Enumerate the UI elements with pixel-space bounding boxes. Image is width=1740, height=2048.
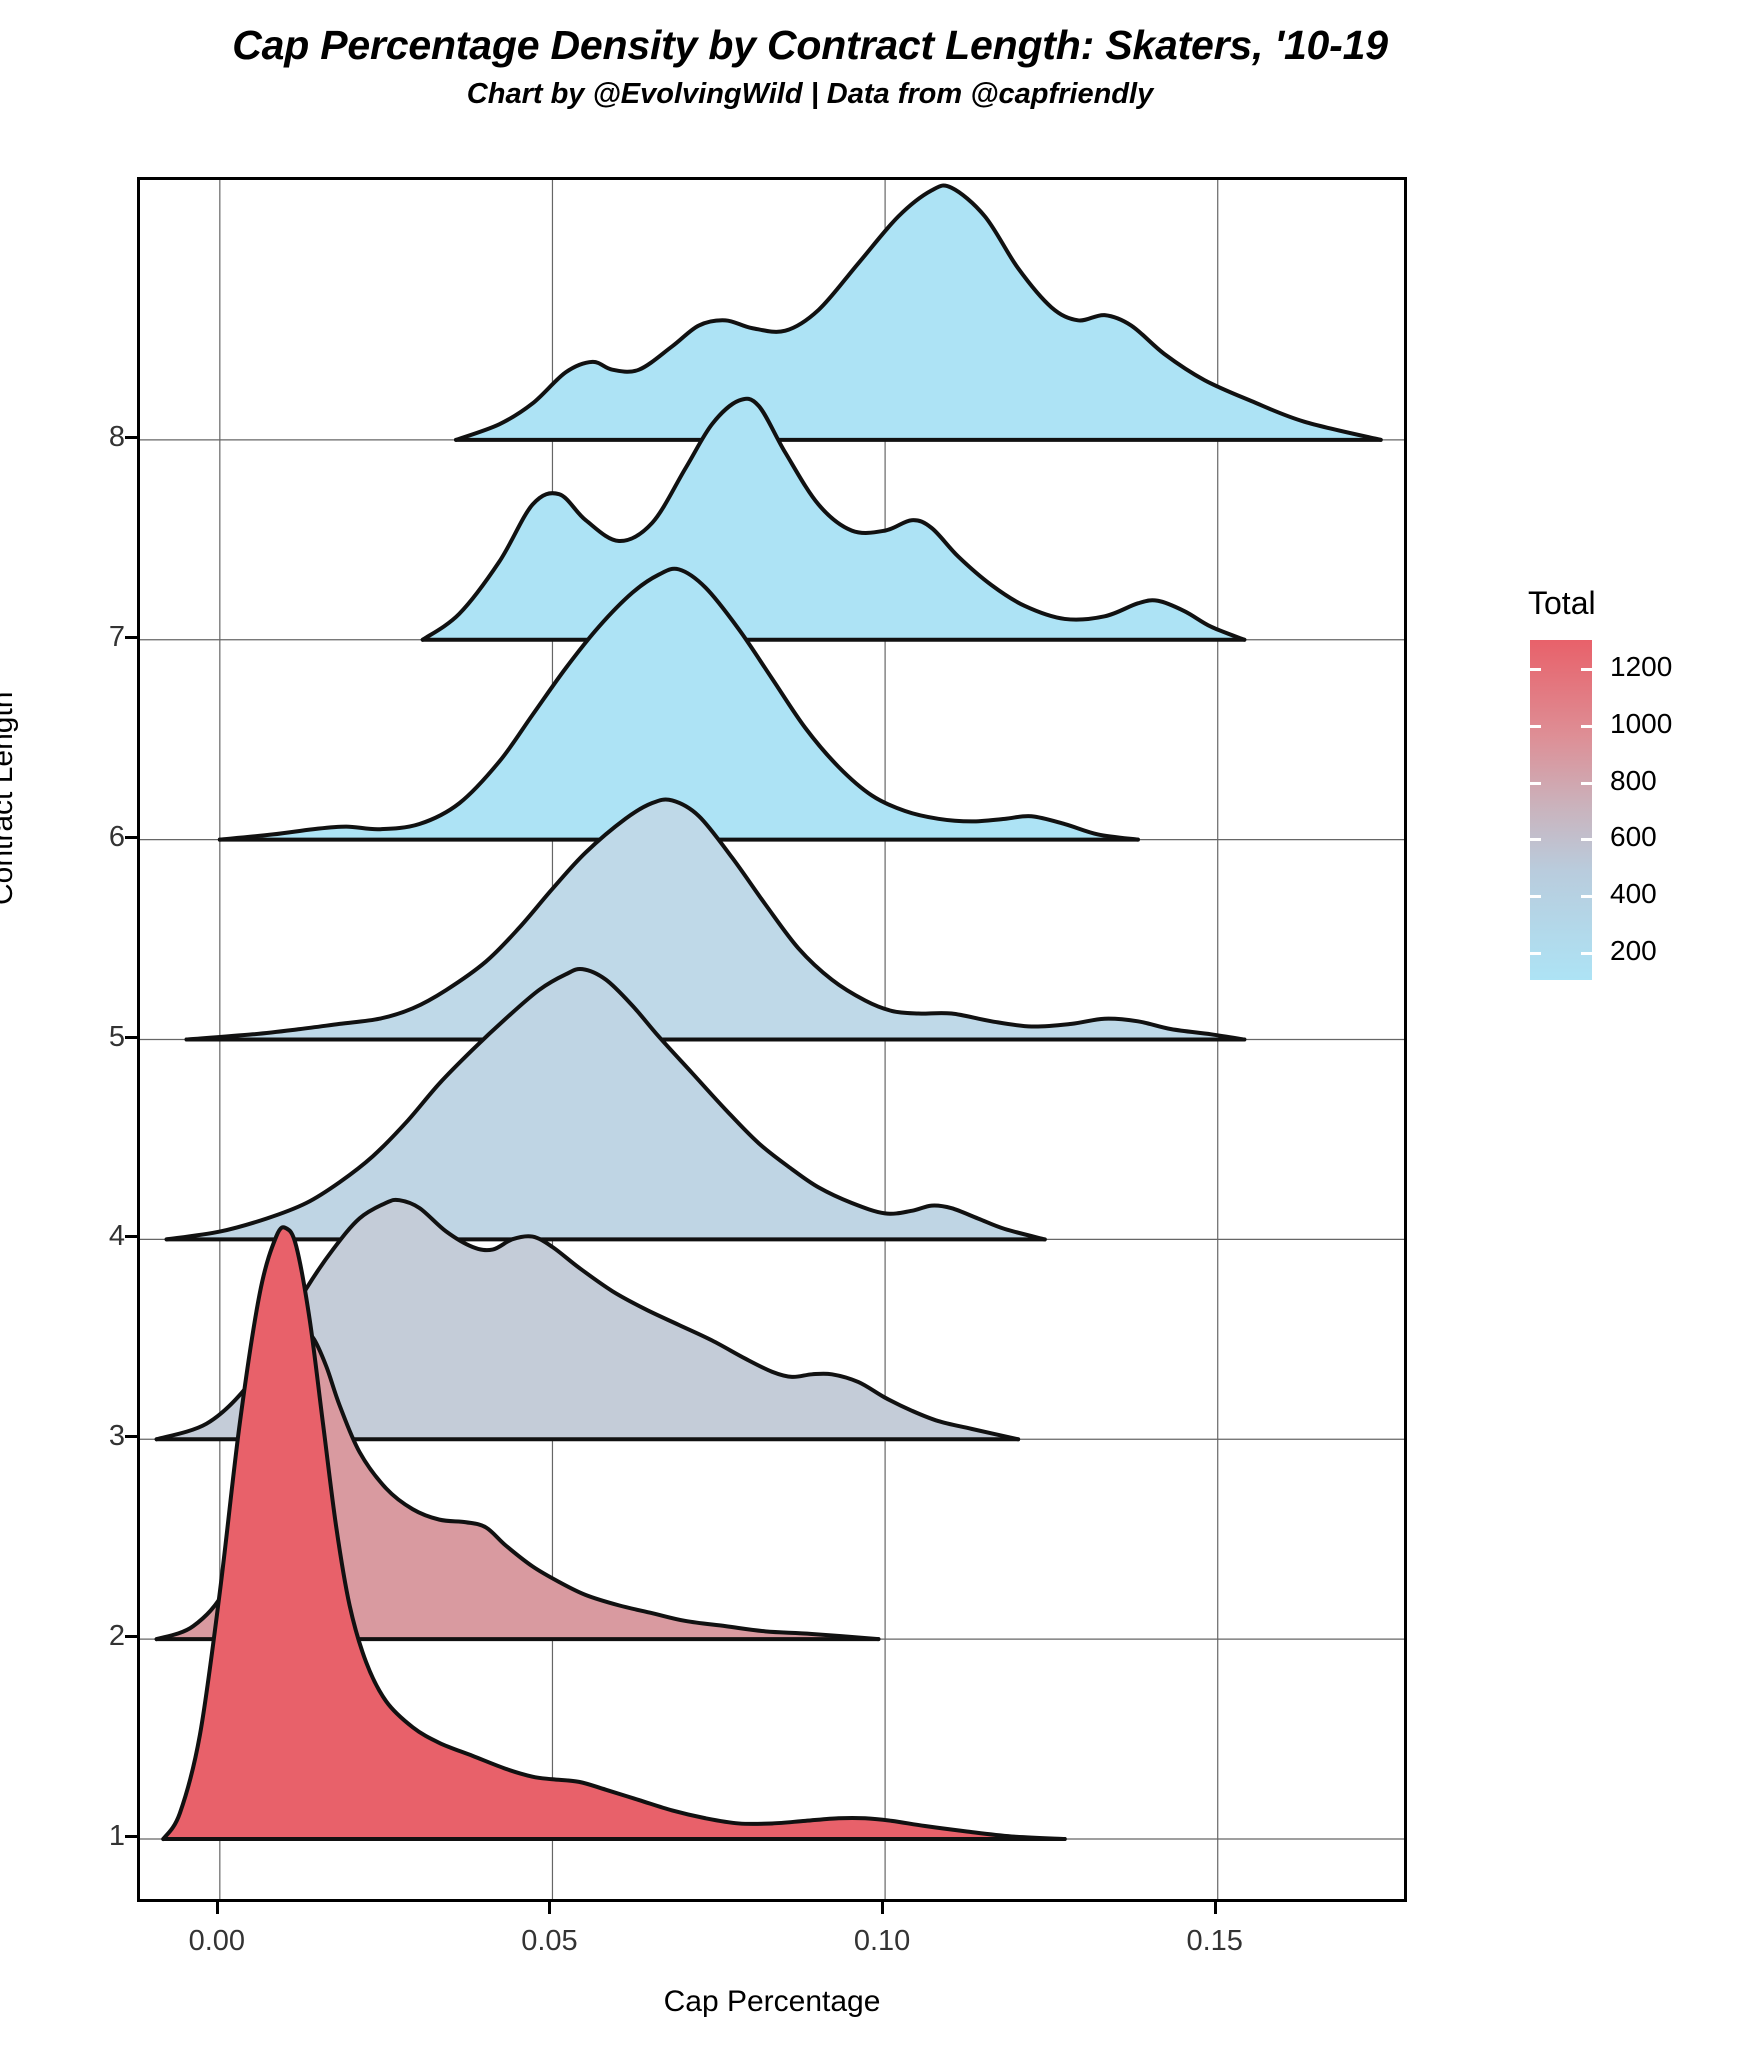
legend-tick-label: 200 — [1610, 934, 1657, 966]
ridge-series-5 — [184, 797, 1247, 1042]
y-tick-label: 6 — [108, 820, 125, 853]
y-axis-title: Contract Length — [0, 691, 19, 905]
ridge-fill-5 — [186, 799, 1245, 1040]
x-tick-mark — [1213, 1902, 1217, 1914]
legend-tick-mark-right — [1581, 895, 1592, 898]
legend-tick-mark-right — [1581, 781, 1592, 785]
x-tick-label: 0.15 — [1186, 1925, 1243, 1957]
ridge-outline-3 — [154, 1197, 1021, 1442]
ridge-series-4 — [164, 966, 1047, 1242]
legend-tick-mark-left — [1530, 838, 1541, 842]
ridge-fill-6 — [219, 568, 1138, 840]
y-tick-mark — [125, 1635, 137, 1639]
x-tick-mark — [548, 1902, 552, 1914]
legend-tick-mark-right — [1581, 668, 1592, 672]
ridge-fill-1 — [163, 1227, 1065, 1840]
color-legend: Total 1200 1000 800 600 400 200 — [1480, 585, 1720, 1105]
legend-tick-mark-left — [1530, 668, 1541, 672]
y-tick-mark — [125, 635, 137, 639]
page-title: Cap Percentage Density by Contract Lengt… — [232, 22, 1388, 68]
ridge-outline-4 — [164, 966, 1047, 1242]
legend-title: Total — [1528, 585, 1596, 621]
legend-tick-mark-left — [1530, 725, 1541, 728]
ridge-fill-8 — [456, 185, 1381, 440]
y-tick-label: 3 — [108, 1420, 125, 1453]
legend-tick-mark-left — [1530, 895, 1541, 898]
legend-tick-mark-left — [1530, 951, 1541, 955]
ridge-outline-1 — [161, 1225, 1067, 1842]
legend-tick-label: 1000 — [1610, 708, 1673, 739]
y-tick-mark — [125, 1835, 137, 1839]
ridge-series-8 — [454, 183, 1383, 442]
ridge-fill-4 — [166, 968, 1045, 1240]
ridge-fill-7 — [422, 398, 1245, 640]
y-tick-label: 1 — [108, 1820, 125, 1853]
x-tick-label: 0.00 — [188, 1925, 246, 1957]
legend-tick-group: 1200 1000 800 600 400 200 — [1480, 640, 1720, 980]
ridge-outline-8 — [454, 183, 1383, 442]
legend-tick-mark-right — [1581, 838, 1592, 842]
ridgeline-plot — [140, 180, 1404, 1899]
y-tick-mark — [125, 1435, 137, 1439]
y-tick-mark — [125, 435, 137, 439]
legend-tick-label: 1200 — [1610, 651, 1673, 683]
y-tick-label: 2 — [108, 1620, 125, 1653]
y-axis-ticks: 1 2 3 4 5 6 7 8 — [85, 177, 125, 1902]
y-tick-mark — [125, 835, 137, 839]
y-tick-label: 8 — [108, 420, 125, 453]
page-subtitle: Chart by @EvolvingWild | Data from @capf… — [466, 78, 1154, 110]
legend-tick-mark-right — [1581, 951, 1592, 955]
x-tick-label: 0.10 — [853, 1925, 911, 1957]
x-tick-label: 0.05 — [521, 1925, 578, 1957]
legend-tick-mark-right — [1581, 725, 1592, 728]
y-tick-label: 7 — [108, 620, 125, 653]
ridge-outline-5 — [184, 797, 1247, 1042]
ridge-fill-3 — [156, 1199, 1019, 1440]
legend-tick-label: 600 — [1610, 821, 1657, 853]
x-tick-mark — [881, 1902, 885, 1914]
ridge-outline-6 — [217, 566, 1140, 842]
ridge-series-7 — [420, 396, 1247, 642]
legend-tick-label: 800 — [1610, 764, 1657, 796]
x-axis-title: Cap Percentage — [663, 1985, 881, 2018]
ridge-outline-7 — [420, 396, 1247, 642]
x-tick-mark — [215, 1902, 219, 1914]
legend-tick-mark-left — [1530, 781, 1541, 785]
y-tick-mark — [125, 1235, 137, 1239]
plot-panel — [137, 177, 1407, 1902]
ridge-series-1 — [161, 1225, 1067, 1842]
y-tick-label: 5 — [108, 1020, 125, 1053]
y-tick-label: 4 — [108, 1220, 125, 1253]
legend-tick-label: 400 — [1610, 878, 1657, 909]
legend-colorbar — [1530, 640, 1592, 980]
y-tick-mark — [125, 1035, 137, 1039]
